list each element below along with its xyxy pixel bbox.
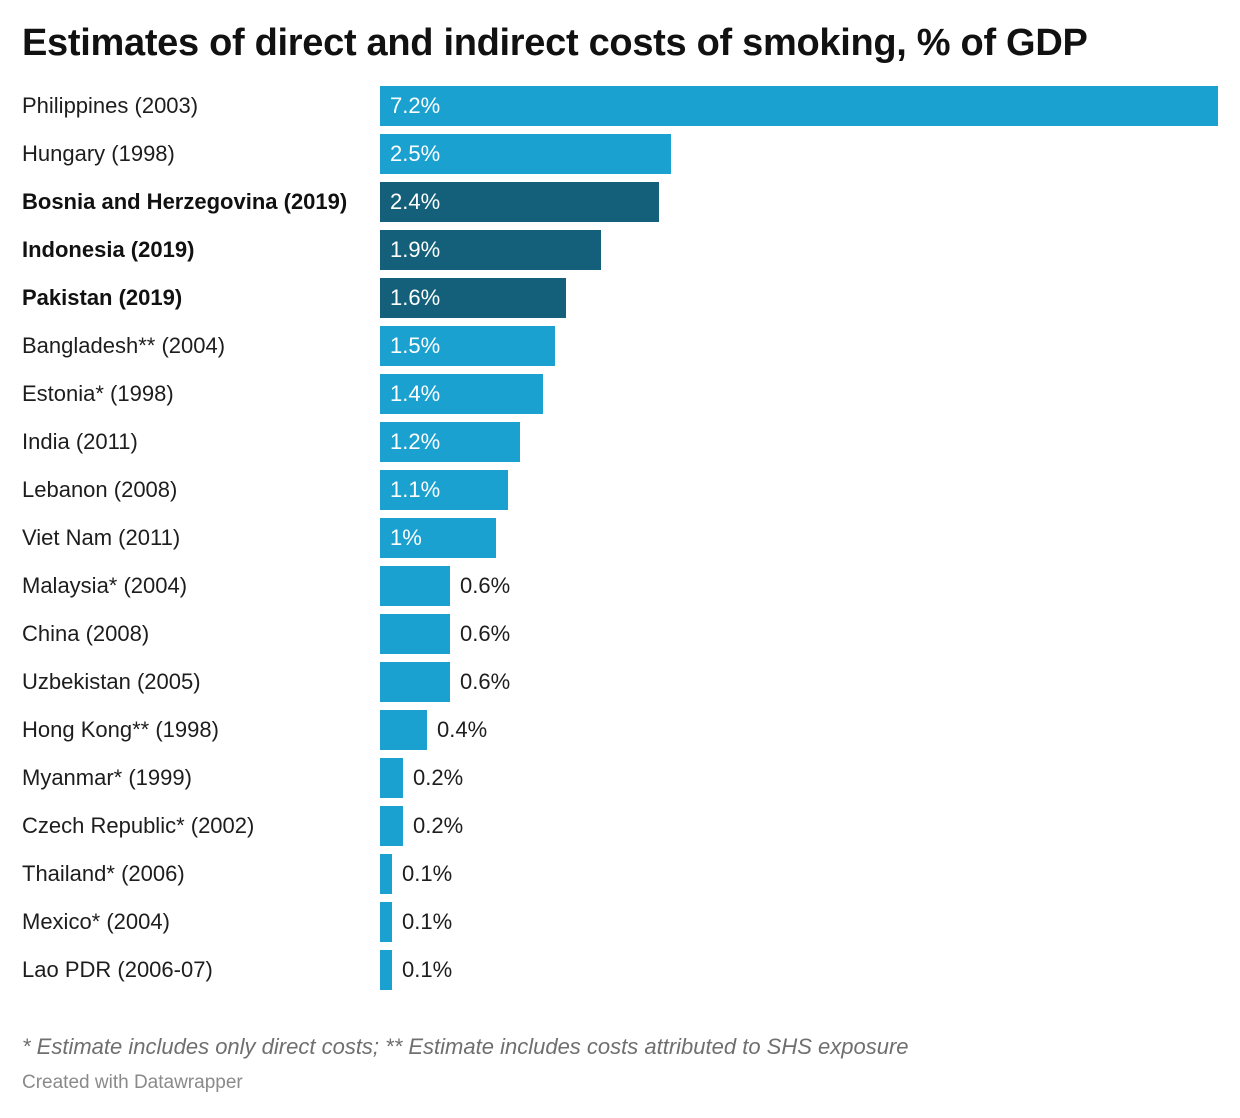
value-label: 0.6%	[460, 573, 511, 598]
bar	[380, 326, 555, 366]
category-label: Uzbekistan (2005)	[22, 669, 201, 694]
bar	[380, 278, 566, 318]
category-label: Bangladesh** (2004)	[22, 333, 226, 358]
value-label: 0.4%	[437, 717, 488, 742]
bar-row: Mexico* (2004) 0.1%	[0, 902, 1240, 942]
bar	[380, 614, 450, 654]
bar	[380, 470, 508, 510]
bar	[380, 806, 403, 846]
category-label: Indonesia (2019)	[22, 237, 195, 262]
bar-row: China (2008) 0.6%	[0, 614, 1240, 654]
category-label: Mexico* (2004)	[22, 909, 170, 934]
bar	[380, 854, 392, 894]
bar	[380, 566, 450, 606]
value-label: 1%	[390, 525, 422, 550]
datawrapper-credit: Created with Datawrapper	[22, 1072, 243, 1093]
bar	[380, 950, 392, 990]
value-label: 2.5%	[390, 141, 441, 166]
bar-row: Myanmar* (1999) 0.2%	[0, 758, 1240, 798]
bar	[380, 86, 1218, 126]
bar	[380, 230, 601, 270]
category-label: Czech Republic* (2002)	[22, 813, 255, 838]
category-label: Hungary (1998)	[22, 141, 175, 166]
value-label: 0.6%	[460, 621, 511, 646]
value-label: 0.2%	[413, 813, 464, 838]
value-label: 0.1%	[402, 957, 453, 982]
bar-row: Malaysia* (2004) 0.6%	[0, 566, 1240, 606]
value-label: 2.4%	[390, 189, 441, 214]
bar	[380, 902, 392, 942]
bar	[380, 182, 659, 222]
value-label: 1.1%	[390, 477, 441, 502]
value-label: 7.2%	[390, 93, 441, 118]
bar-row: Thailand* (2006) 0.1%	[0, 854, 1240, 894]
value-label: 0.1%	[402, 909, 453, 934]
value-label: 0.6%	[460, 669, 511, 694]
category-label: Thailand* (2006)	[22, 861, 185, 886]
category-label: Philippines (2003)	[22, 93, 199, 118]
bar-row: Viet Nam (2011) 1%	[0, 518, 1240, 558]
value-label: 1.6%	[390, 285, 441, 310]
bar	[380, 422, 520, 462]
bar-row: Czech Republic* (2002) 0.2%	[0, 806, 1240, 846]
bar-row: Bosnia and Herzegovina (2019) 2.4%	[0, 182, 1240, 222]
bar	[380, 518, 496, 558]
bar	[380, 134, 671, 174]
category-label: Hong Kong** (1998)	[22, 717, 219, 742]
chart-footnote: * Estimate includes only direct costs; *…	[22, 1034, 909, 1059]
category-label: India (2011)	[22, 429, 138, 454]
category-label: China (2008)	[22, 621, 150, 646]
bar	[380, 662, 450, 702]
category-label: Pakistan (2019)	[22, 285, 183, 310]
bar-row: Hong Kong** (1998) 0.4%	[0, 710, 1240, 750]
bar-row: Pakistan (2019) 1.6%	[0, 278, 1240, 318]
bar	[380, 710, 427, 750]
bar-chart: Philippines (2003) 7.2% Hungary (1998) 2.5%…	[0, 86, 1240, 1006]
category-label: Viet Nam (2011)	[22, 525, 181, 550]
bar	[380, 374, 543, 414]
bar-row: Bangladesh** (2004) 1.5%	[0, 326, 1240, 366]
category-label: Lao PDR (2006-07)	[22, 957, 213, 982]
value-label: 1.9%	[390, 237, 441, 262]
bar-row: Uzbekistan (2005) 0.6%	[0, 662, 1240, 702]
category-label: Myanmar* (1999)	[22, 765, 192, 790]
value-label: 0.1%	[402, 861, 453, 886]
value-label: 1.4%	[390, 381, 441, 406]
bar	[380, 758, 403, 798]
bar-row: Estonia* (1998) 1.4%	[0, 374, 1240, 414]
value-label: 1.2%	[390, 429, 441, 454]
bar-row: Indonesia (2019) 1.9%	[0, 230, 1240, 270]
category-label: Estonia* (1998)	[22, 381, 174, 406]
bar-row: Philippines (2003) 7.2%	[0, 86, 1240, 126]
bar-row: India (2011) 1.2%	[0, 422, 1240, 462]
category-label: Bosnia and Herzegovina (2019)	[22, 189, 348, 214]
bar-row: Hungary (1998) 2.5%	[0, 134, 1240, 174]
category-label: Lebanon (2008)	[22, 477, 178, 502]
value-label: 1.5%	[390, 333, 441, 358]
chart-title: Estimates of direct and indirect costs o…	[22, 22, 1088, 64]
value-label: 0.2%	[413, 765, 464, 790]
bar-row: Lao PDR (2006-07) 0.1%	[0, 950, 1240, 990]
category-label: Malaysia* (2004)	[22, 573, 188, 598]
bar-row: Lebanon (2008) 1.1%	[0, 470, 1240, 510]
